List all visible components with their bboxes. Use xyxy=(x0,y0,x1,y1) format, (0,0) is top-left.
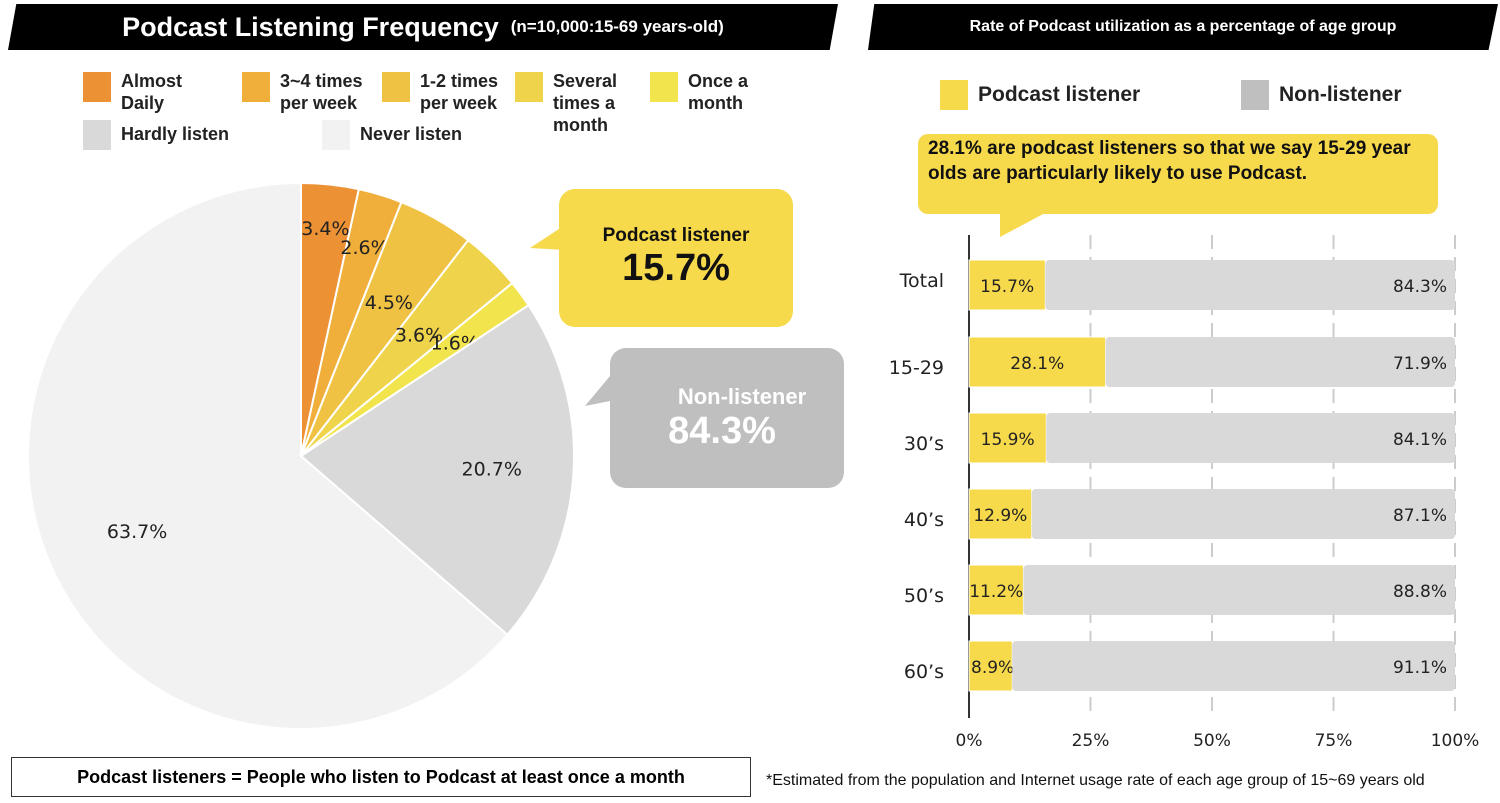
footnote: *Estimated from the population and Inter… xyxy=(766,772,1425,789)
legend-item: 3~4 times per week xyxy=(242,70,375,114)
nonlistener-bubble-value: 84.3% xyxy=(668,410,776,452)
legend-item: Once a month xyxy=(650,70,758,114)
x-tick-label: 25% xyxy=(1072,731,1110,751)
pie-slice-label: 63.7% xyxy=(107,521,167,543)
legend-swatch xyxy=(242,72,270,102)
listener-bubble: Podcast listener 15.7% xyxy=(559,189,793,327)
bar-segment xyxy=(968,488,1033,540)
bar-segment xyxy=(1031,489,1455,539)
category-label: Total xyxy=(899,270,944,292)
bar-segment xyxy=(1023,565,1455,615)
category-label: 30’s xyxy=(904,433,944,455)
bar-segment xyxy=(968,640,1013,692)
bar-segment xyxy=(1046,413,1455,463)
bar-legend-item: Non-listener xyxy=(1241,80,1402,110)
x-tick-label: 75% xyxy=(1315,731,1353,751)
bar-segment xyxy=(968,259,1046,311)
x-tick-label: 100% xyxy=(1431,731,1480,751)
bar-value-label: 71.9% xyxy=(1393,354,1447,374)
pie-slice xyxy=(299,303,575,637)
pie-slice-label: 20.7% xyxy=(462,458,522,480)
bar-value-label: 28.1% xyxy=(1010,354,1064,374)
legend-swatch xyxy=(83,120,111,150)
bar-value-label: 88.8% xyxy=(1393,582,1447,602)
legend-label: 1-2 times per week xyxy=(420,71,499,113)
bar-value-label: 8.9% xyxy=(971,658,1014,678)
legend-item: Never listen xyxy=(322,118,462,150)
pie-slice-label: 3.4% xyxy=(301,218,349,240)
legend-swatch xyxy=(515,72,543,102)
pie-slice xyxy=(27,181,509,730)
legend-swatch xyxy=(382,72,410,102)
bar-chart: 0% 25% 50% 75% 100% Total 15.7% 84.3% 15-29 28.1%… xyxy=(889,205,1480,751)
legend-swatch xyxy=(83,72,111,102)
nonlistener-bubble: Non-listener 84.3% xyxy=(610,348,844,488)
bar-value-label: 84.3% xyxy=(1393,277,1447,297)
category-label: 40’s xyxy=(904,509,944,531)
pie-subtitle: (n=10,000:15-69 years-old) xyxy=(510,17,724,36)
listener-bubble-value: 15.7% xyxy=(622,247,730,289)
pie-title: Podcast Listening Frequency xyxy=(122,11,499,42)
pie-slice-label: 3.6% xyxy=(395,325,443,347)
bar-segment xyxy=(968,564,1024,616)
bar-title: Rate of Podcast utilization as a percent… xyxy=(868,4,1498,50)
listener-bubble-label: Podcast listener xyxy=(602,225,750,246)
legend-swatch xyxy=(322,120,350,150)
bar-segment xyxy=(968,412,1047,464)
bar-value-label: 12.9% xyxy=(973,506,1027,526)
legend-item: 1-2 times per week xyxy=(382,70,515,114)
bar-value-label: 11.2% xyxy=(969,582,1023,602)
x-tick-label: 0% xyxy=(956,731,983,751)
bar-value-label: 91.1% xyxy=(1393,658,1447,678)
definition-note: Podcast listeners = People who listen to… xyxy=(11,757,751,797)
callout: 28.1% are podcast listeners so that we s… xyxy=(918,134,1438,214)
nonlistener-bubble-label: Non-listener xyxy=(677,384,807,409)
bar-value-label: 15.9% xyxy=(981,430,1035,450)
category-label: 15-29 xyxy=(889,357,944,379)
pie-chart: 3.4%2.6%4.5%3.6%1.6%20.7%63.7% xyxy=(27,181,615,730)
category-label: 60’s xyxy=(904,661,944,683)
bar-value-label: 15.7% xyxy=(980,277,1034,297)
legend-label: Podcast listener xyxy=(978,83,1141,106)
x-tick-label: 50% xyxy=(1193,731,1231,751)
bar-legend-item: Podcast listener xyxy=(940,80,1140,110)
legend-item: Hardly listen xyxy=(83,118,229,150)
legend-swatch xyxy=(940,80,968,110)
bar-segment xyxy=(1045,260,1455,310)
bar-segment xyxy=(1012,641,1455,691)
legend-label: Never listen xyxy=(360,124,463,144)
listener-bubble-tail xyxy=(530,225,565,250)
legend-label: Several times a month xyxy=(553,71,618,135)
legend-label: Almost Daily xyxy=(121,71,183,113)
nonlistener-bubble-tail xyxy=(585,370,615,406)
legend-label: Non-listener xyxy=(1279,83,1402,106)
legend-label: Hardly listen xyxy=(121,124,230,144)
bar-segment xyxy=(968,336,1107,388)
legend-label: 3~4 times per week xyxy=(280,71,363,113)
pie-slice-label: 4.5% xyxy=(365,292,413,314)
legend-swatch xyxy=(650,72,678,102)
legend-label: Once a month xyxy=(688,71,749,113)
bar-value-label: 84.1% xyxy=(1393,430,1447,450)
pie-title-banner: Podcast Listening Frequency (n=10,000:15… xyxy=(8,4,838,50)
pie-slice-label: 2.6% xyxy=(340,237,388,259)
bar-segment xyxy=(1105,337,1455,387)
legend-item: Almost Daily xyxy=(83,70,201,114)
bar-value-label: 87.1% xyxy=(1393,506,1447,526)
legend-swatch xyxy=(1241,80,1269,110)
legend-item: Several times a month xyxy=(515,70,628,136)
category-label: 50’s xyxy=(904,585,944,607)
